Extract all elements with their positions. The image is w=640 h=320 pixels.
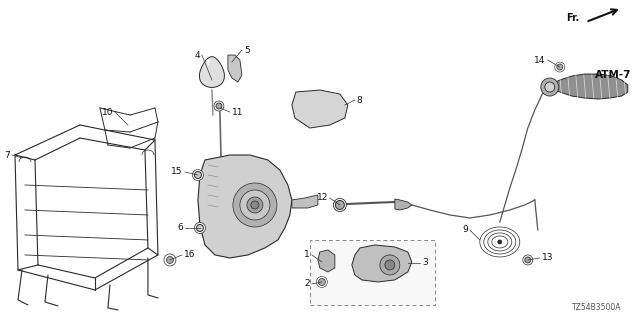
Circle shape	[251, 201, 259, 209]
Circle shape	[523, 255, 532, 265]
Circle shape	[557, 64, 563, 70]
Circle shape	[166, 256, 173, 263]
Circle shape	[240, 190, 270, 220]
Polygon shape	[292, 90, 348, 128]
Text: 4: 4	[195, 51, 200, 60]
Circle shape	[193, 170, 204, 180]
Text: 2: 2	[304, 279, 310, 288]
Polygon shape	[200, 57, 225, 87]
Polygon shape	[395, 199, 412, 210]
Text: Fr.: Fr.	[566, 13, 580, 23]
Circle shape	[233, 183, 277, 227]
Text: 14: 14	[534, 56, 546, 65]
Polygon shape	[352, 245, 412, 282]
Circle shape	[164, 254, 176, 266]
Circle shape	[247, 197, 263, 213]
Circle shape	[525, 257, 531, 263]
Text: 16: 16	[184, 251, 195, 260]
Text: 5: 5	[244, 45, 250, 54]
Text: 7: 7	[4, 150, 10, 159]
Text: 8: 8	[357, 96, 363, 105]
Text: 1: 1	[304, 251, 310, 260]
Circle shape	[195, 222, 205, 234]
Circle shape	[214, 101, 224, 111]
Circle shape	[498, 240, 502, 244]
FancyBboxPatch shape	[310, 240, 435, 305]
Circle shape	[195, 172, 202, 179]
Circle shape	[541, 78, 559, 96]
Text: 15: 15	[172, 167, 183, 177]
Circle shape	[318, 278, 325, 285]
Polygon shape	[292, 195, 318, 208]
Circle shape	[316, 276, 328, 287]
Circle shape	[555, 62, 564, 72]
Circle shape	[380, 255, 400, 275]
Text: ATM-7: ATM-7	[595, 70, 631, 80]
Circle shape	[216, 103, 222, 109]
Circle shape	[385, 260, 395, 270]
Circle shape	[196, 224, 204, 231]
Circle shape	[335, 201, 344, 210]
Circle shape	[545, 82, 555, 92]
Text: 10: 10	[102, 108, 113, 116]
Polygon shape	[207, 60, 210, 65]
Polygon shape	[318, 250, 335, 272]
Text: 11: 11	[232, 108, 243, 116]
Text: TZ54B3500A: TZ54B3500A	[572, 303, 621, 312]
Text: 9: 9	[462, 226, 468, 235]
Text: 12: 12	[317, 194, 328, 203]
Polygon shape	[550, 74, 628, 99]
Text: 13: 13	[542, 253, 554, 262]
Polygon shape	[198, 155, 292, 258]
Polygon shape	[228, 55, 242, 82]
Text: 6: 6	[177, 223, 183, 232]
Circle shape	[333, 198, 346, 212]
Text: 3: 3	[422, 259, 428, 268]
